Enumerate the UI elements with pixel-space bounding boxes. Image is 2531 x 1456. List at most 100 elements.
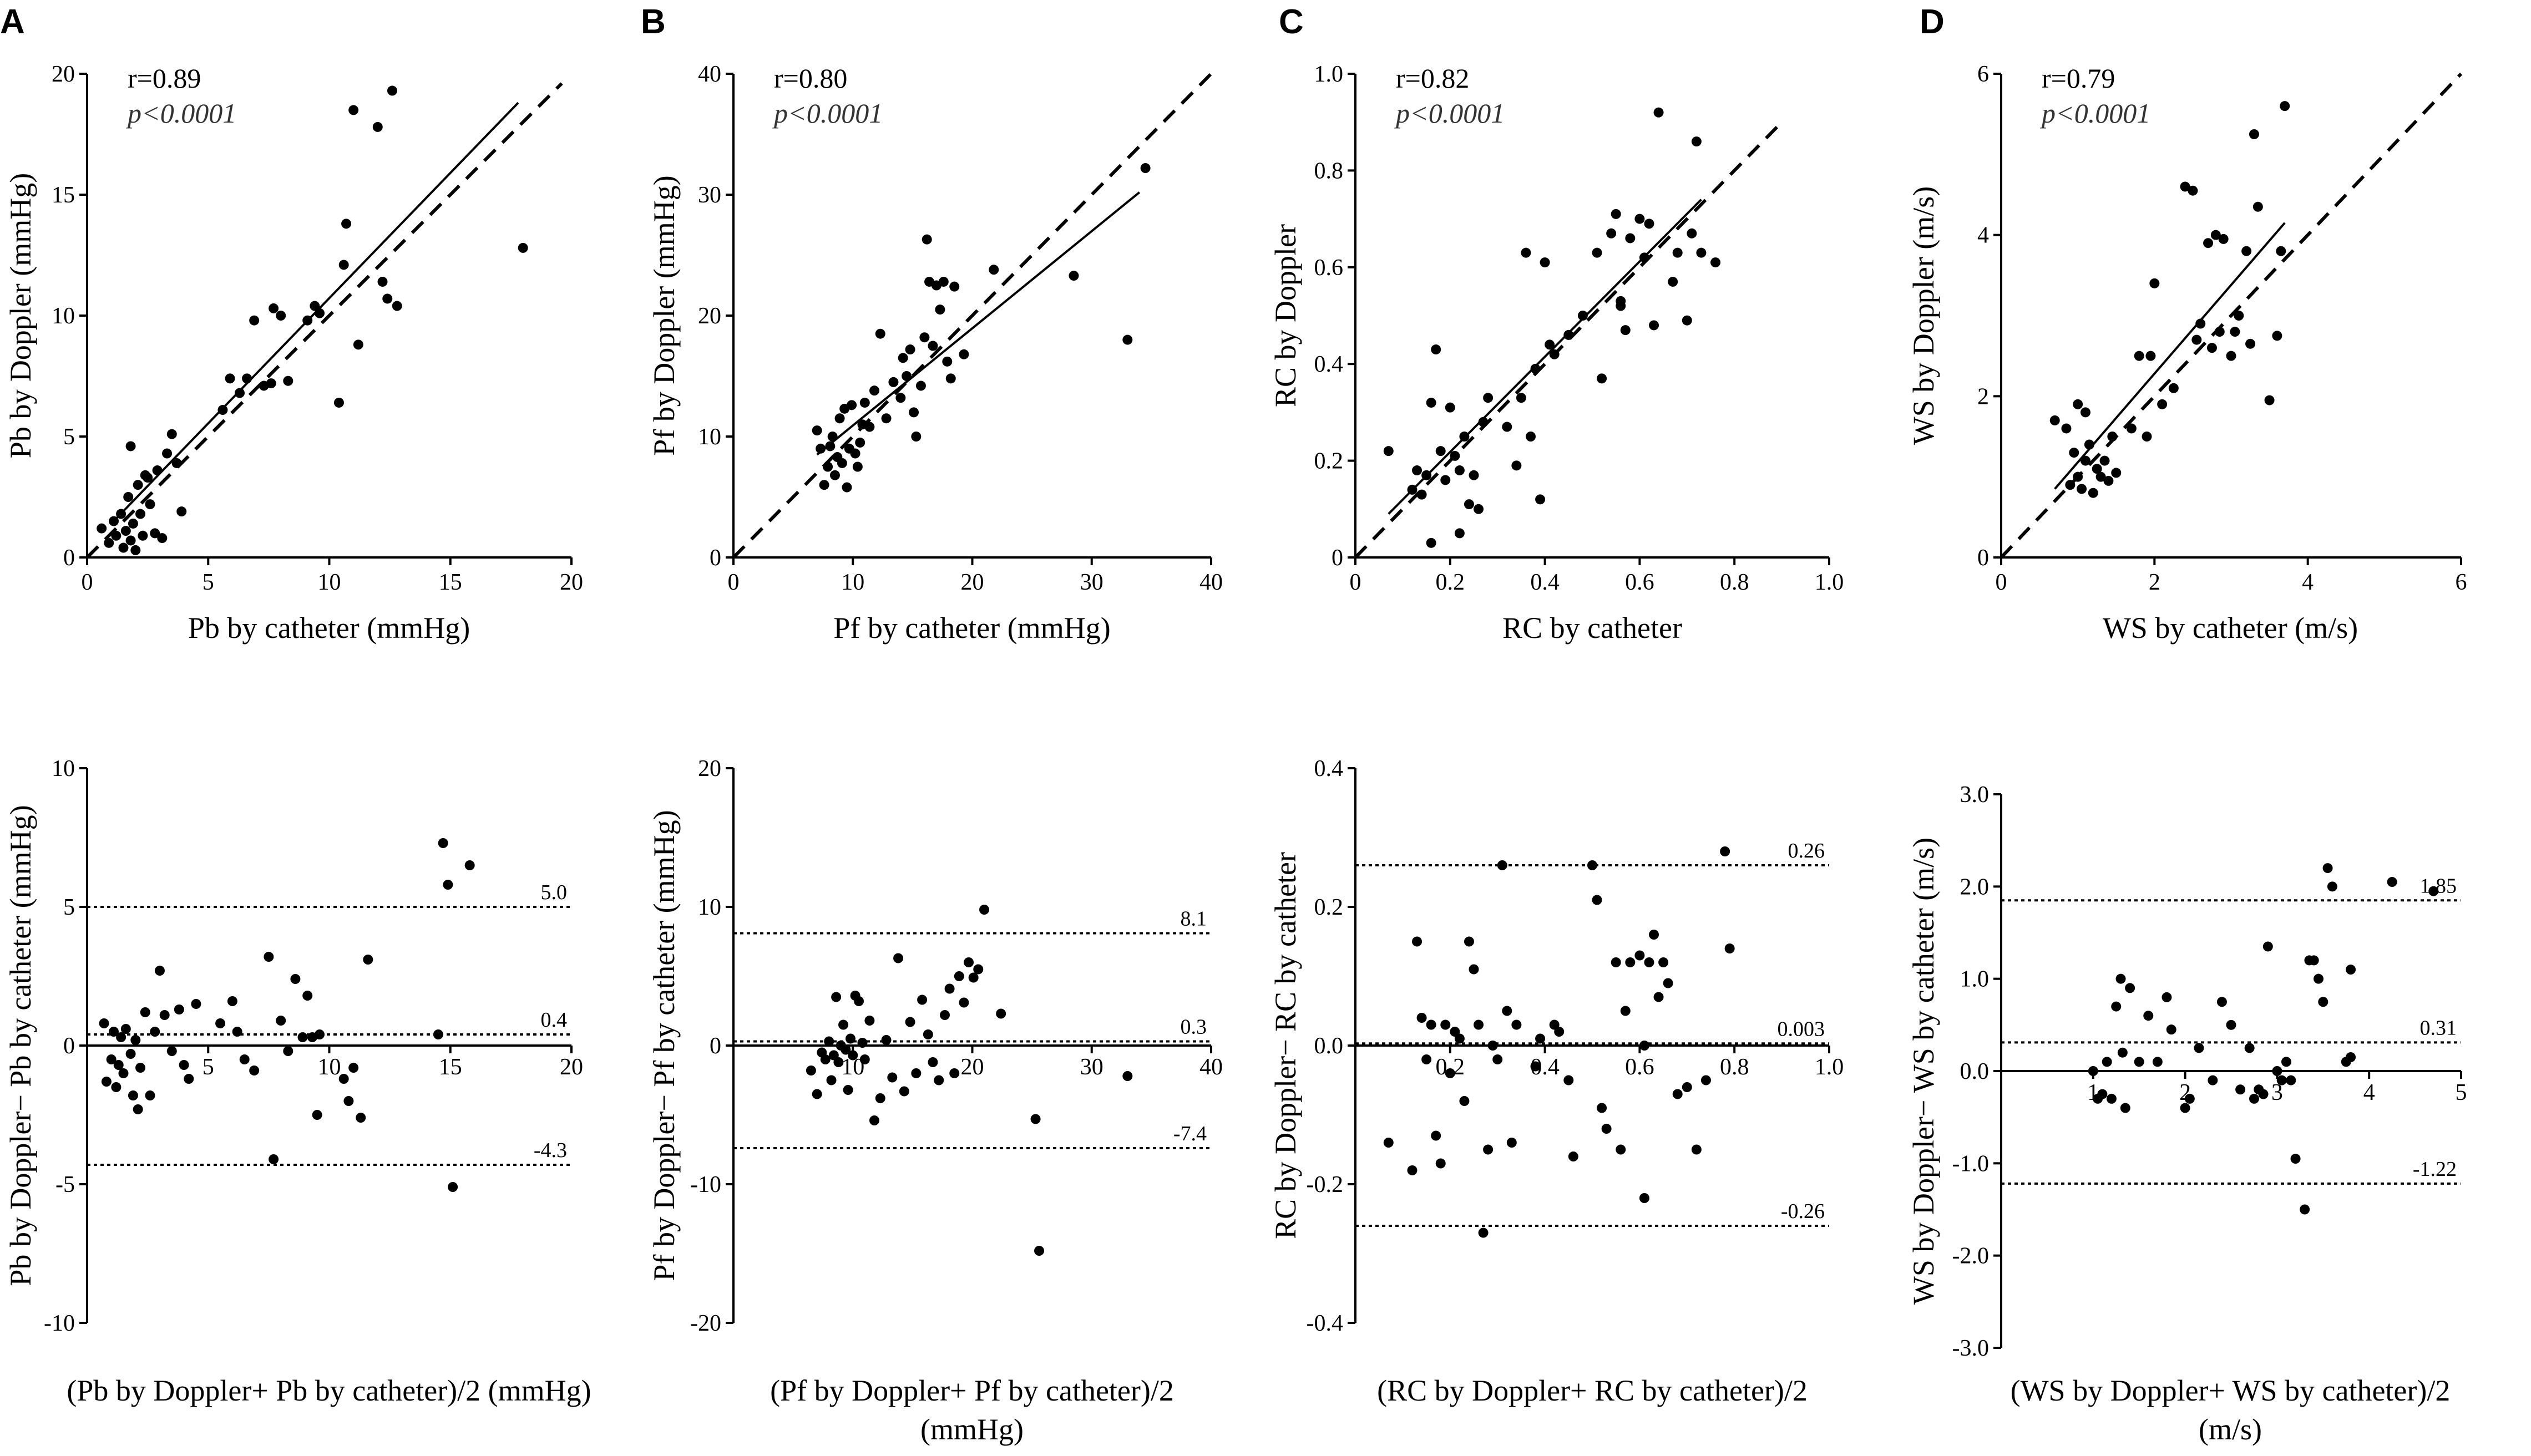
y-tick-label: 2.0 <box>1960 874 1990 900</box>
y-tick-label: -0.4 <box>1307 1311 1344 1336</box>
data-point <box>1431 344 1441 355</box>
x-axis-title: (Pb by Doppler+ Pb by catheter)/2 (mmHg) <box>67 1374 591 1407</box>
data-point <box>1474 1019 1484 1030</box>
data-point <box>227 996 237 1006</box>
data-point <box>964 957 974 967</box>
data-point <box>372 121 383 132</box>
data-point <box>2143 1011 2154 1021</box>
data-point <box>2077 484 2087 494</box>
reference-line-label: 0.003 <box>1778 1017 1825 1041</box>
y-tick-label: 20 <box>52 62 75 87</box>
data-point <box>109 516 119 526</box>
data-point <box>266 378 276 389</box>
data-point <box>1682 315 1692 326</box>
data-point <box>1030 1114 1041 1124</box>
data-point <box>448 1182 458 1192</box>
data-point <box>2318 997 2328 1007</box>
data-point <box>120 526 131 536</box>
data-point <box>2195 318 2206 329</box>
data-point <box>1724 943 1735 953</box>
data-point <box>125 535 136 546</box>
reference-line-label: 5.0 <box>541 881 568 904</box>
data-point <box>2300 1204 2310 1215</box>
y-tick-label: 0 <box>63 545 75 571</box>
regression-line <box>1388 199 1702 515</box>
data-point <box>834 413 845 424</box>
data-point <box>392 301 402 311</box>
data-point <box>1435 1158 1446 1169</box>
panel-label-d: D <box>1920 3 1945 41</box>
data-point <box>338 1074 349 1084</box>
p-value: p<0.0001 <box>1394 98 1505 129</box>
data-point <box>2327 881 2337 892</box>
data-point <box>118 1068 129 1078</box>
x-tick-label: 0 <box>1350 570 1361 595</box>
data-point <box>1440 475 1451 485</box>
x-tick-label: 30 <box>1080 570 1103 595</box>
x-tick-label: 0.4 <box>1530 570 1560 595</box>
x-axis-title-unit: (m/s) <box>2199 1413 2262 1446</box>
data-point <box>1412 465 1423 476</box>
data-point <box>1611 957 1621 967</box>
data-point <box>2235 1084 2246 1095</box>
data-point <box>841 1044 851 1055</box>
x-tick-label: 10 <box>841 570 864 595</box>
data-point <box>2120 1103 2130 1113</box>
x-tick-label: 5 <box>203 570 214 595</box>
data-point <box>864 422 875 432</box>
y-tick-label: 0.4 <box>1314 352 1344 377</box>
data-point <box>1682 1082 1692 1092</box>
data-point <box>2387 877 2397 887</box>
data-point <box>1720 846 1730 856</box>
data-point <box>831 992 842 1002</box>
data-point <box>120 1024 131 1034</box>
data-point <box>1511 460 1522 471</box>
data-point <box>2226 351 2236 361</box>
data-point <box>133 1104 143 1114</box>
data-point <box>1445 402 1455 413</box>
data-point <box>1649 930 1659 940</box>
data-point <box>111 1082 122 1092</box>
data-point <box>2286 1075 2296 1085</box>
data-point <box>130 545 141 555</box>
data-point <box>2061 423 2072 434</box>
data-point <box>2107 432 2118 442</box>
data-point <box>1587 860 1597 870</box>
data-point <box>1459 1096 1470 1106</box>
x-axis-title: (Pf by Doppler+ Pf by catheter)/2 <box>770 1374 1174 1407</box>
correlation-r: r=0.89 <box>128 63 201 94</box>
data-point <box>1545 339 1555 350</box>
x-tick-label: 4 <box>2302 570 2314 595</box>
data-point <box>2245 338 2256 349</box>
data-point <box>1672 247 1683 258</box>
data-point <box>1530 363 1541 374</box>
data-point <box>382 293 393 304</box>
data-point <box>928 1057 938 1067</box>
data-point <box>2208 1075 2218 1085</box>
data-point <box>2276 246 2286 256</box>
y-tick-label: 0 <box>63 1033 75 1059</box>
data-point <box>806 1066 816 1075</box>
data-point <box>348 105 359 115</box>
data-point <box>97 523 107 534</box>
data-point <box>838 1019 849 1030</box>
data-point <box>179 1060 189 1070</box>
data-point <box>1426 537 1436 548</box>
y-tick-label: 5 <box>63 424 75 450</box>
y-tick-label: 30 <box>698 182 721 208</box>
data-point <box>2194 1043 2204 1053</box>
data-point <box>1445 1068 1455 1078</box>
regression-line <box>816 191 1141 456</box>
data-point <box>138 530 148 541</box>
p-value: p<0.0001 <box>2040 98 2150 129</box>
data-point <box>1639 1041 1649 1051</box>
data-point <box>1478 417 1489 427</box>
data-point <box>1122 1071 1133 1081</box>
data-point <box>2084 439 2094 450</box>
data-point <box>2180 1103 2190 1113</box>
x-tick-label: 0.8 <box>1720 1054 1749 1080</box>
data-point <box>2080 407 2090 418</box>
data-point <box>989 265 999 275</box>
data-point <box>2073 471 2083 482</box>
